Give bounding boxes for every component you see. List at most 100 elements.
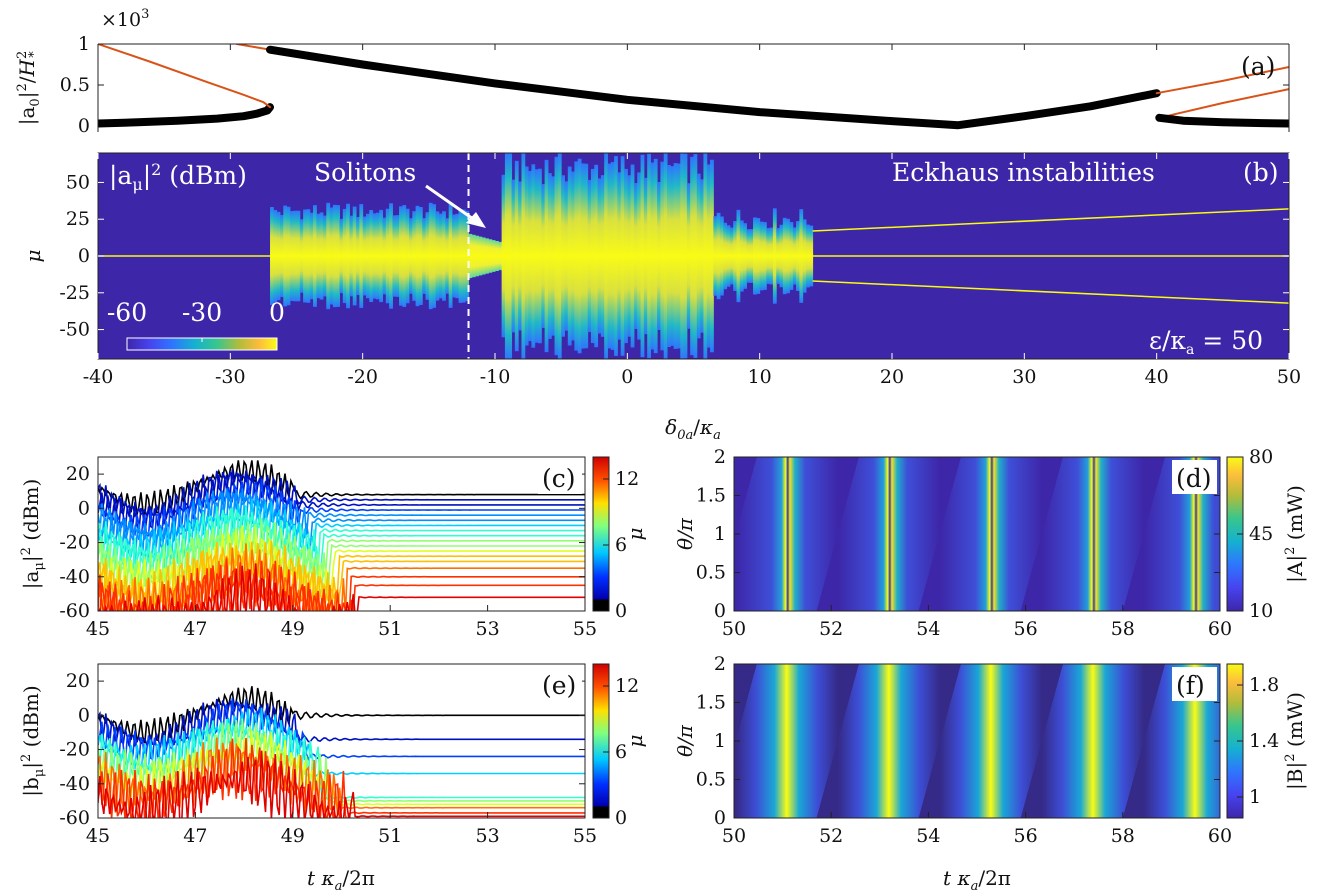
- y-tick-label: 1: [714, 523, 726, 545]
- panel-d-stripes: [734, 457, 1220, 611]
- mode-line-6: [98, 498, 585, 568]
- stripe-band: [816, 457, 961, 611]
- stripe-1: [734, 664, 859, 818]
- x-tick-label: -10: [480, 366, 511, 388]
- x-tick-label: 58: [1111, 618, 1135, 640]
- x-tick-label: 0: [621, 366, 633, 388]
- stripe-band: [1122, 664, 1220, 818]
- y-tick-label: -20: [59, 739, 90, 761]
- panel-c: 45 47 49 51 53 55 -60 -40 -20 0 20 (c) |aμ|2 (dBm…: [19, 456, 647, 640]
- stripe-5: [1122, 664, 1220, 818]
- mode-line-9: [98, 750, 585, 818]
- panel-e-xlabel: t κa/2π: [307, 866, 375, 892]
- panel-d-label: (d): [1176, 464, 1212, 493]
- panel-f: 50 52 54 56 58 60 0 0.5 1 1.5 2 (f) θ/π t κa/2π 1…: [673, 653, 1308, 892]
- series-line-1: [98, 44, 271, 109]
- panel-e-colorbar: [592, 663, 610, 819]
- panel-a-ylabel: |a0|2/H2*: [15, 51, 43, 125]
- x-tick-label: 50: [1277, 366, 1301, 388]
- panel-e-series: [98, 686, 585, 818]
- panel-b-heatmap: [98, 153, 1289, 359]
- mode-line-12: [98, 540, 585, 611]
- panel-f-ytick-labels: 0 0.5 1 1.5 2: [696, 653, 726, 829]
- colorbar-tick-label: -30: [182, 298, 222, 327]
- stripe-3: [918, 457, 1064, 611]
- stripe-0: [734, 664, 757, 748]
- stripe-band: [918, 457, 1064, 611]
- panel-e: 45 47 49 51 53 55 -60 -40 -20 0 20 (e) |bμ|2 (dBm…: [19, 663, 647, 892]
- panel-f-label: (f): [1176, 671, 1205, 700]
- x-tick-label: 51: [378, 618, 402, 640]
- series-line-0: [98, 103, 274, 128]
- series-line-3: [266, 45, 1161, 130]
- y-tick-label: 2: [714, 653, 726, 675]
- y-tick-label: -25: [59, 282, 90, 304]
- x-tick-label: 10: [748, 366, 772, 388]
- x-tick-label: 20: [880, 366, 904, 388]
- panel-d-colorbar-label: |A|2 (mW): [1283, 485, 1308, 583]
- x-tick-label: 53: [476, 825, 500, 847]
- stripe-0: [734, 457, 757, 541]
- colorbar-tick-label: 1.8: [1249, 674, 1279, 696]
- panel-c-ylabel: |aμ|2 (dBm): [19, 479, 47, 590]
- x-tick-label: 56: [1014, 825, 1038, 847]
- panel-f-ticks: [733, 663, 1221, 819]
- stripe-2: [816, 457, 961, 611]
- x-tick-label: 50: [722, 825, 746, 847]
- colorbar-tick-label: 10: [1249, 600, 1273, 622]
- x-tick-label: 54: [916, 618, 940, 640]
- panel-c-ytick-labels: -60 -40 -20 0 20: [59, 463, 90, 622]
- y-tick-label: 1.5: [696, 485, 726, 507]
- stripe-band: [1020, 664, 1166, 818]
- stripe-band: [734, 457, 757, 541]
- colorbar-tick-label: -60: [107, 298, 147, 327]
- x-tick-label: 45: [86, 618, 110, 640]
- x-tick-label: 47: [183, 618, 207, 640]
- panel-a-series: [98, 44, 1289, 130]
- y-tick-label: 0.5: [696, 562, 726, 584]
- y-tick-label: 0: [78, 704, 90, 726]
- panel-e-xtick-labels: 45 47 49 51 53 55: [86, 825, 597, 847]
- panel-f-ylabel: θ/π: [673, 724, 697, 757]
- stripe-band: [734, 664, 757, 748]
- stripe-5: [1122, 457, 1220, 611]
- y-tick-label: 0: [714, 600, 726, 622]
- y-tick-label: 1: [714, 730, 726, 752]
- panel-e-label: (e): [542, 671, 576, 700]
- colorbar-tick-label: 12: [615, 675, 639, 697]
- x-tick-label: 50: [722, 618, 746, 640]
- x-tick-label: 52: [819, 825, 843, 847]
- mode-line-0: [98, 459, 585, 519]
- x-tick-label: 60: [1208, 618, 1232, 640]
- mode-line-4: [98, 488, 585, 543]
- panel-f-stripes: [734, 664, 1220, 818]
- panel-f-xlabel: t κa/2π: [943, 866, 1011, 892]
- panel-e-ytick-labels: -60 -40 -20 0 20: [59, 670, 90, 829]
- y-tick-label: 25: [66, 208, 90, 230]
- panel-b-colorbar-ticks: -60 -30 0: [107, 298, 285, 342]
- stripe-4: [1020, 664, 1166, 818]
- sideband-line-0: [812, 208, 1289, 232]
- x-tick-label: 55: [573, 618, 597, 640]
- colorbar-tick-label: 80: [1249, 446, 1273, 468]
- y-tick-label: 0.5: [60, 74, 90, 96]
- mode-line-0: [98, 686, 585, 747]
- panel-e-ylabel: |bμ|2 (dBm): [19, 685, 47, 796]
- panel-e-colorbar-ticks: 0 6 12: [603, 675, 639, 829]
- mode-line-10: [98, 523, 585, 602]
- stripe-2: [816, 664, 961, 818]
- panel-a-label: (a): [1241, 52, 1275, 81]
- mode-line-16: [99, 558, 585, 611]
- y-tick-label: -40: [59, 773, 90, 795]
- panel-b-xtick-labels: -40 -30 -20 -10 0 10 20 30 40 50: [83, 366, 1301, 388]
- x-tick-label: -30: [215, 366, 246, 388]
- y-tick-label: 0: [78, 497, 90, 519]
- colorbar-tick-label: 1: [1249, 786, 1261, 808]
- colorbar-tick-label: 0: [269, 298, 285, 327]
- x-tick-label: 49: [281, 618, 305, 640]
- x-tick-label: 47: [183, 825, 207, 847]
- x-tick-label: 51: [378, 825, 402, 847]
- colorbar-tick-label: 6: [615, 534, 627, 556]
- panel-d-xtick-labels: 50 52 54 56 58 60: [722, 618, 1232, 640]
